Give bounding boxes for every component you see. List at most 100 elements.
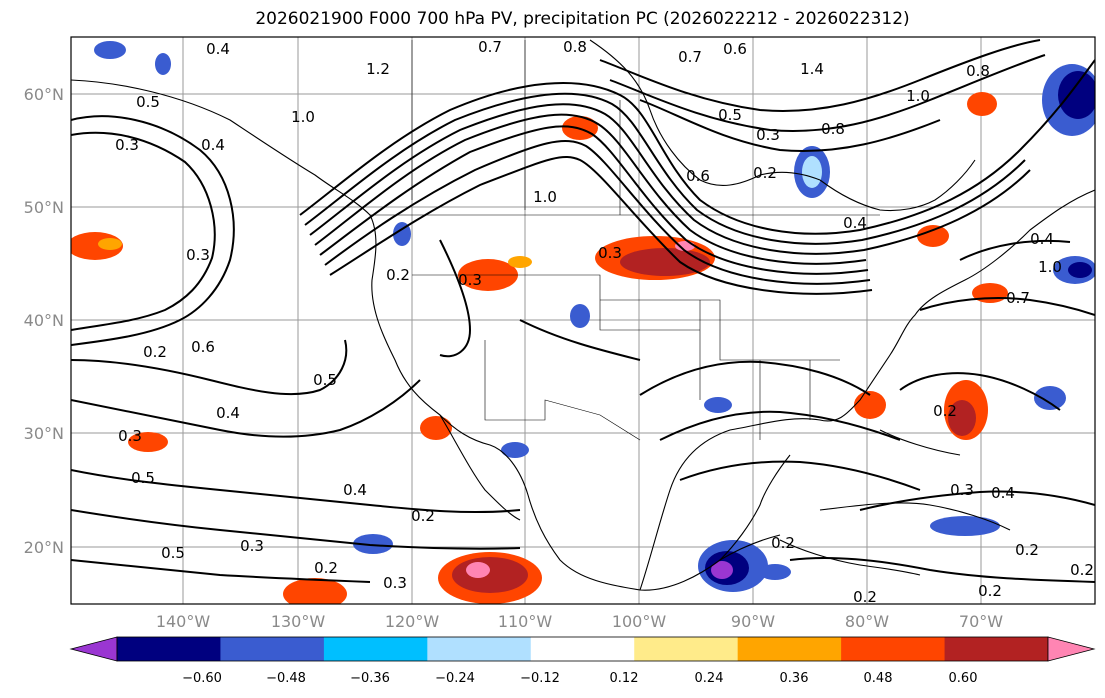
contour-label: 0.4	[991, 484, 1015, 502]
lat-label-40n: 40°N	[24, 311, 64, 330]
contour-label: 0.3	[950, 481, 974, 499]
contour-label: 0.2	[1070, 561, 1094, 579]
lon-label-120w: 120°W	[385, 612, 440, 631]
colorbar-segment	[634, 637, 739, 661]
contour-label: 0.4	[216, 404, 240, 422]
contour-label: 1.0	[1038, 258, 1062, 276]
colorbar-tick-label: −0.12	[520, 671, 560, 686]
precip-blob-pacific-south	[94, 41, 590, 604]
contour-label: 1.4	[800, 60, 824, 78]
lat-label-50n: 50°N	[24, 198, 64, 217]
contour-label: 0.6	[191, 338, 215, 356]
colorbar-tick-label: −0.36	[350, 671, 390, 686]
contour-label: 0.4	[206, 40, 230, 58]
contour-label: 0.7	[1006, 289, 1030, 307]
colorbar-tick-labels: −0.60 −0.48 −0.36 −0.24 −0.12 0.12 0.24 …	[182, 671, 977, 686]
lon-label-90w: 90°W	[731, 612, 775, 631]
contour-label: 0.2	[143, 343, 167, 361]
colorbar-tick-label: 0.36	[780, 671, 809, 686]
contour-label: 0.3	[115, 136, 139, 154]
colorbar: −0.60 −0.48 −0.36 −0.24 −0.12 0.12 0.24 …	[69, 636, 1096, 686]
colorbar-segment	[220, 637, 325, 661]
precip-blob-gulf	[698, 397, 791, 592]
contour-label: 0.6	[686, 167, 710, 185]
pv-contours	[71, 39, 1095, 583]
contour-label: 0.2	[771, 534, 795, 552]
contour-label: 1.0	[906, 87, 930, 105]
colorbar-segment	[427, 637, 532, 661]
lon-label-80w: 80°W	[845, 612, 889, 631]
colorbar-extend-low	[69, 636, 118, 662]
contour-label: 0.5	[718, 106, 742, 124]
colorbar-segment	[737, 637, 842, 661]
colorbar-tick-label: −0.24	[435, 671, 475, 686]
contour-label: 0.3	[458, 271, 482, 289]
contour-label: 0.2	[1015, 541, 1039, 559]
lon-label-140w: 140°W	[156, 612, 211, 631]
longitude-labels: 140°W 130°W 120°W 110°W 100°W 90°W 80°W …	[156, 612, 1003, 631]
colorbar-extend-high	[1047, 636, 1096, 662]
precip-blob-ne-neg	[1042, 64, 1095, 284]
contour-label: 0.4	[843, 214, 867, 232]
contour-label: 0.8	[563, 38, 587, 56]
lon-label-110w: 110°W	[498, 612, 553, 631]
contour-label: 0.2	[753, 164, 777, 182]
contour-label: 0.5	[313, 371, 337, 389]
contour-label: 0.6	[723, 40, 747, 58]
contour-label: 0.2	[314, 559, 338, 577]
contour-label: 0.7	[678, 48, 702, 66]
colorbar-tick-label: −0.60	[182, 671, 222, 686]
contour-label: 0.8	[821, 120, 845, 138]
contour-label: 0.3	[756, 126, 780, 144]
contour-label: 0.7	[478, 38, 502, 56]
political-borders	[370, 40, 880, 441]
contour-label: 1.2	[366, 60, 390, 78]
precip-blob-atlantic	[854, 380, 1066, 536]
lon-label-70w: 70°W	[959, 612, 1003, 631]
latitude-labels: 60°N 50°N 40°N 30°N 20°N	[24, 85, 64, 557]
contour-label: 0.3	[240, 537, 264, 555]
colorbar-segment	[323, 637, 428, 661]
precip-blob-nw-pacific	[71, 232, 123, 260]
lat-label-20n: 20°N	[24, 538, 64, 557]
lon-label-100w: 100°W	[612, 612, 667, 631]
colorbar-segment	[530, 637, 635, 661]
contour-label: 0.4	[343, 481, 367, 499]
contour-label: 0.4	[1030, 230, 1054, 248]
contour-label: 0.3	[118, 427, 142, 445]
colorbar-segment	[944, 637, 1049, 661]
contour-label: 1.0	[291, 108, 315, 126]
contour-label: 1.0	[533, 188, 557, 206]
colorbar-tick-label: 0.24	[695, 671, 724, 686]
precip-blob-quebec-neg	[794, 146, 830, 198]
contour-label: 0.5	[131, 469, 155, 487]
contour-label: 0.2	[853, 588, 877, 606]
precip-shading	[71, 41, 1095, 604]
figure-title: 2026021900 F000 700 hPa PV, precipitatio…	[255, 9, 910, 29]
contour-label: 0.2	[933, 402, 957, 420]
colorbar-tick-label: 0.60	[949, 671, 978, 686]
contour-label: 0.4	[201, 136, 225, 154]
precip-blob-plains	[595, 236, 715, 280]
colorbar-tick-label: 0.48	[864, 671, 893, 686]
map-border	[70, 36, 1096, 605]
contour-label: 0.3	[383, 574, 407, 592]
contour-label: 0.8	[966, 62, 990, 80]
contour-label: 0.2	[411, 507, 435, 525]
colorbar-segment	[841, 637, 946, 661]
contour-label: 0.2	[978, 582, 1002, 600]
colorbar-segment	[117, 637, 221, 661]
colorbar-tick-label: 0.12	[610, 671, 639, 686]
lat-label-30n: 30°N	[24, 424, 64, 443]
contour-label: 0.5	[161, 544, 185, 562]
contour-label: 0.5	[136, 93, 160, 111]
lat-label-60n: 60°N	[24, 85, 64, 104]
contour-label-layer: 0.7 0.8 0.6 0.4 1.2 0.7 1.4 0.8 1.0 0.5 …	[115, 38, 1094, 606]
contour-label: 0.3	[598, 244, 622, 262]
contour-label: 0.3	[186, 246, 210, 264]
colorbar-tick-label: −0.48	[266, 671, 306, 686]
lon-label-130w: 130°W	[271, 612, 326, 631]
contour-label: 0.2	[386, 266, 410, 284]
coastlines	[71, 39, 1095, 591]
